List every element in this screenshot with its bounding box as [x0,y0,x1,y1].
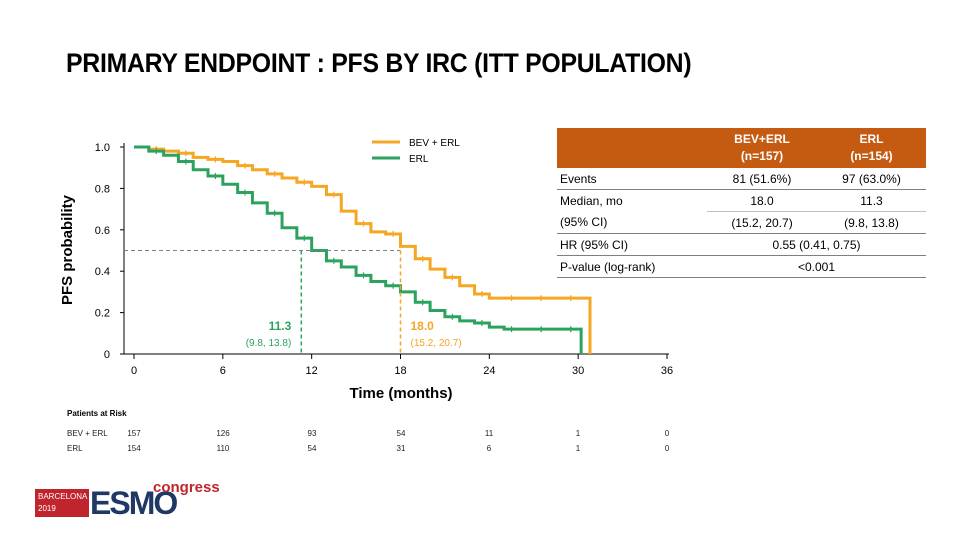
x-tick-label: 0 [131,365,137,377]
header-n: (n=157) [740,149,784,163]
km-curve-erl [134,145,583,354]
stats-row-events: Events 81 (51.6%) 97 (63.0%) [557,168,926,190]
stats-row-label: (95% CI) [557,211,707,234]
y-tick-label: 0.8 [95,183,110,195]
risk-value: 1 [575,444,581,453]
stats-row-label: Median, mo [560,193,623,208]
x-tick-label: 12 [306,365,318,377]
risk-value: 126 [216,429,230,438]
stats-row-label: Events [557,168,707,190]
risk-value: 54 [307,444,317,453]
risk-value: 31 [396,444,406,453]
page-title: PRIMARY ENDPOINT : PFS BY IRC (ITT POPUL… [66,48,692,78]
km-chart: 0 0.2 0.4 0.6 0.8 1.0 0 6 12 18 24 30 36 Time (months… [59,138,673,402]
median-ci-label: (9.8, 13.8) [246,338,292,349]
x-tick-label: 24 [483,365,495,377]
x-axis-label: Time (months) [349,385,452,402]
stats-cell-erl: (9.8, 13.8) [817,211,926,234]
risk-value: 6 [486,444,492,453]
logo-city-badge: BARCELONA 2019 [35,489,89,517]
y-tick-label: 0.4 [95,266,110,278]
risk-table-title: Patients at Risk [67,409,127,418]
header-arm: BEV+ERL [734,132,790,146]
stats-header-row: BEV+ERL (n=157) ERL (n=154) [557,128,926,168]
chart-curves [134,145,592,354]
stats-row-pvalue: P-value (log-rank) <0.001 [557,255,926,278]
header-arm: ERL [859,132,884,146]
legend-label: BEV + ERL [409,138,460,149]
stats-header-blank [557,128,707,168]
y-axis-label: PFS probability [59,194,76,305]
stats-cell-bev: 81 (51.6%) [707,168,817,190]
risk-value: 0 [664,429,670,438]
stats-cell-erl: 11.3 [817,189,926,212]
stats-cell-bev: 18.0 [707,189,817,212]
x-tick-label: 18 [394,365,406,377]
legend-label: ERL [409,154,429,165]
y-tick-label: 0.2 [95,308,110,320]
logo-congress: congress [153,479,220,496]
chart-annotations: 11.3 (9.8, 13.8) 18.0 (15.2, 20.7) [124,250,462,354]
y-tick-label: 0 [104,349,110,361]
stats-row-label: HR (95% CI) [557,233,707,256]
stats-header-bev: BEV+ERL (n=157) [707,128,817,168]
stats-table: BEV+ERL (n=157) ERL (n=154) Events 81 (51.… [557,128,926,278]
risk-value: 157 [127,429,141,438]
logo-year: 2019 [38,504,56,513]
risk-value: 154 [127,444,141,453]
risk-value: 93 [307,429,317,438]
chart-legend: BEV + ERL ERL [372,138,460,165]
risk-value: 0 [664,444,670,453]
logo-brand: ESMO [90,485,178,521]
x-tick-label: 6 [220,365,226,377]
stats-cell-bev: (15.2, 20.7) [707,211,817,234]
stats-cell-erl: 97 (63.0%) [817,168,926,190]
median-value-label: 11.3 [269,319,292,333]
stats-row-median: Median, mo 18.0 11.3 [557,189,926,212]
stats-row-label: P-value (log-rank) [557,255,707,278]
x-tick-label: 30 [572,365,584,377]
km-curve-bev-erl [134,145,592,354]
risk-value: 54 [396,429,406,438]
stats-cell-combined: 0.55 (0.41, 0.75) [707,233,926,256]
risk-value: 11 [484,429,494,438]
y-tick-label: 1.0 [95,142,110,154]
risk-value: 1 [575,429,581,438]
risk-label: ERL [67,444,83,453]
header-n: (n=154) [850,149,893,163]
median-value-label: 18.0 [411,319,435,333]
y-tick-label: 0.6 [95,225,110,237]
logo-city: BARCELONA [38,492,88,501]
risk-value: 110 [216,444,230,453]
stats-cell-combined: <0.001 [707,255,926,278]
stats-row-hr: HR (95% CI) 0.55 (0.41, 0.75) [557,233,926,256]
median-ci-label: (15.2, 20.7) [411,338,462,349]
stats-header-erl: ERL (n=154) [817,128,926,168]
stats-row-ci: (95% CI) (15.2, 20.7) (9.8, 13.8) [557,211,926,234]
x-tick-label: 36 [661,365,673,377]
chart-axes: 0 0.2 0.4 0.6 0.8 1.0 0 6 12 18 24 30 36 Time (months… [59,142,673,402]
risk-label: BEV + ERL [67,429,108,438]
